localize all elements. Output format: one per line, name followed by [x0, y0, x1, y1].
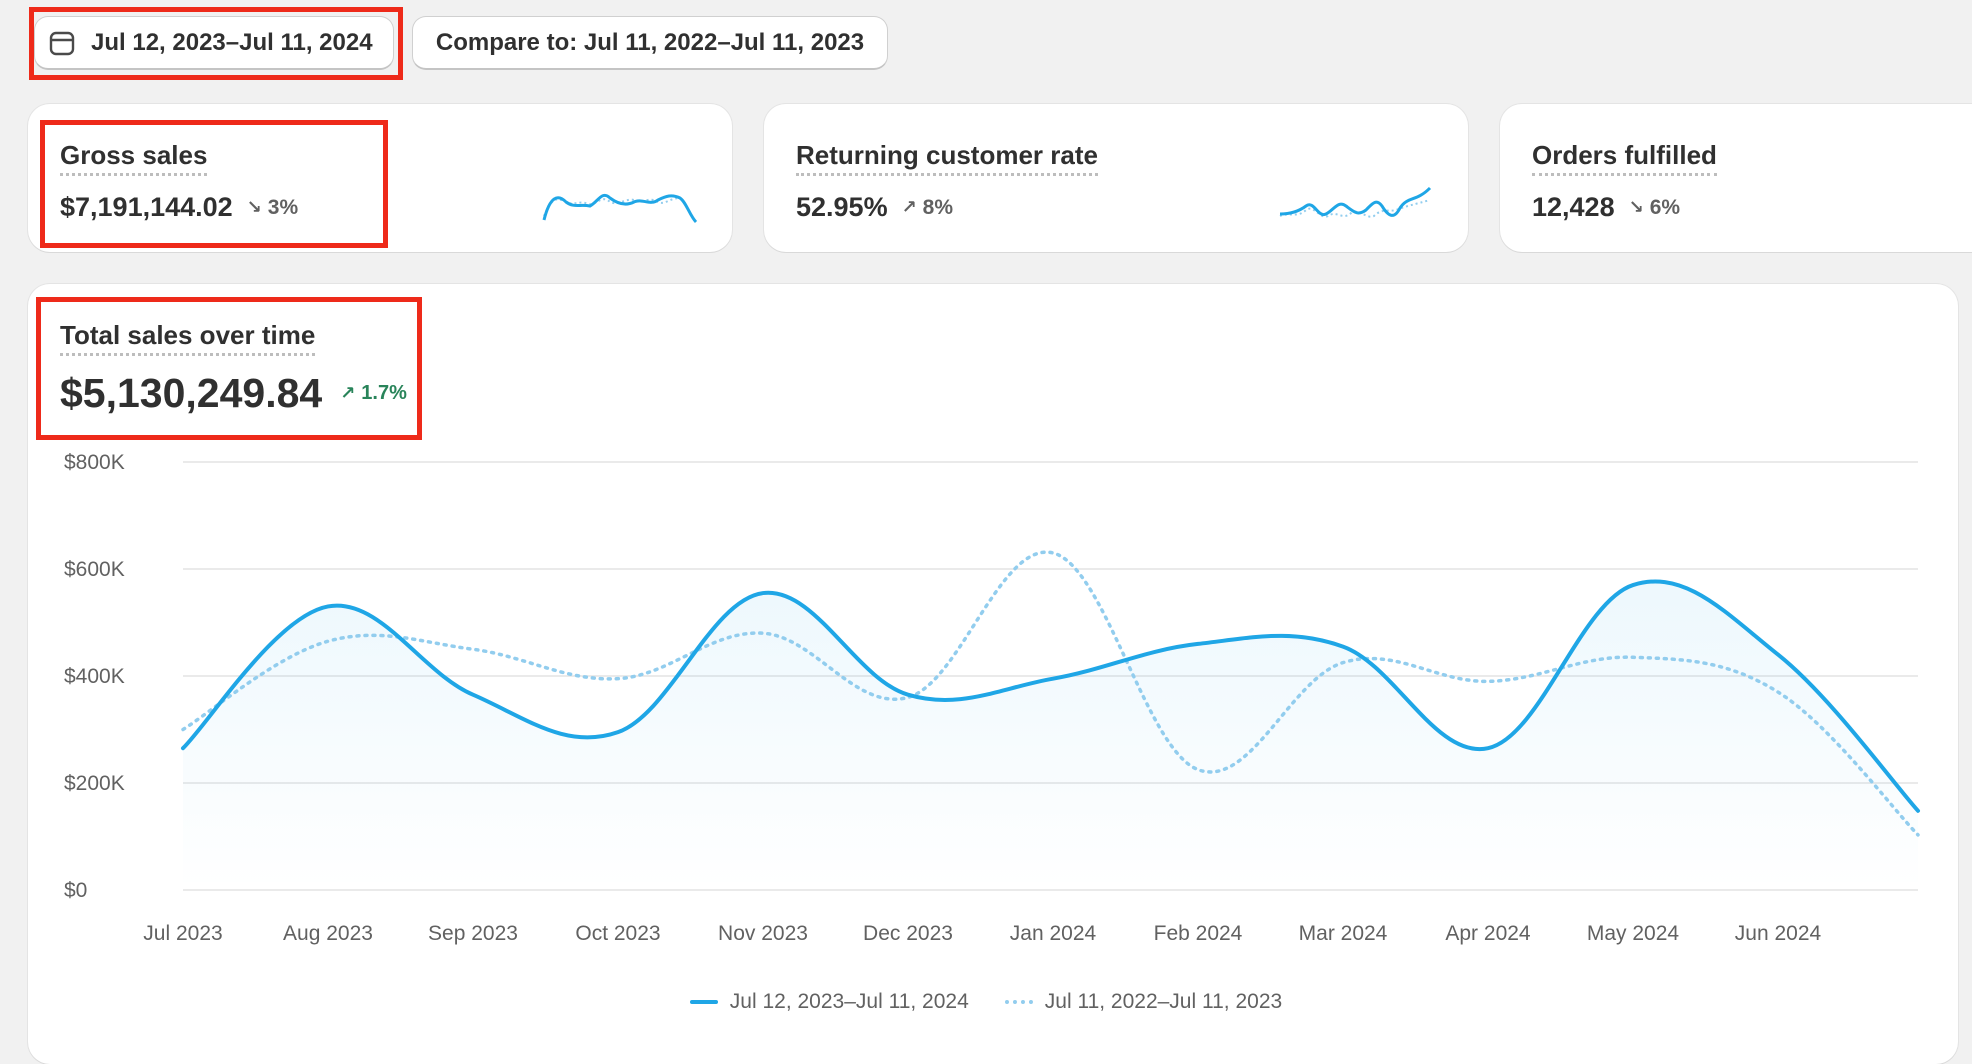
arrow-up-right-icon: ↗ [901, 197, 917, 217]
legend-current-label: Jul 12, 2023–Jul 11, 2024 [729, 990, 969, 1013]
y-tick-label: $800K [64, 451, 125, 474]
orders-fulfilled-delta: ↘ 6% [1628, 195, 1681, 219]
legend-item-current[interactable]: Jul 12, 2023–Jul 11, 2024 [689, 990, 969, 1014]
y-tick-label: $600K [64, 558, 125, 581]
x-tick-label: Mar 2024 [1299, 922, 1388, 945]
x-tick-label: Jun 2024 [1735, 922, 1822, 945]
date-range-label: Jul 12, 2023–Jul 11, 2024 [91, 28, 373, 56]
y-tick-label: $200K [64, 772, 125, 795]
x-tick-label: Oct 2023 [575, 922, 660, 945]
returning-customer-value: 52.95% [796, 192, 888, 222]
orders-fulfilled-title[interactable]: Orders fulfilled [1532, 140, 1717, 176]
legend-item-previous[interactable]: Jul 11, 2022–Jul 11, 2023 [1004, 990, 1283, 1014]
total-sales-summary: $5,130,249.84 ↗ 1.7% [60, 370, 407, 417]
x-tick-label: Jan 2024 [1010, 922, 1097, 945]
x-tick-label: Apr 2024 [1445, 922, 1531, 945]
legend-solid-line-icon [689, 1000, 718, 1004]
current-period-series-line[interactable] [181, 579, 1920, 813]
total-sales-delta: ↗ 1.7% [340, 382, 407, 404]
gross-sales-delta: ↘ 3% [246, 195, 299, 219]
legend-dotted-line-icon [1004, 1000, 1033, 1004]
returning-customer-delta: ↗ 8% [901, 195, 954, 219]
x-tick-label: Jul 2023 [143, 922, 222, 945]
x-tick-label: Feb 2024 [1154, 922, 1243, 945]
y-tick-label: $400K [64, 665, 125, 688]
compare-to-button[interactable]: Compare to: Jul 11, 2022–Jul 11, 2023 [412, 16, 888, 70]
arrow-down-right-icon: ↘ [246, 197, 262, 217]
chart-legend: Jul 12, 2023–Jul 11, 2024 Jul 11, 2022–J… [0, 990, 1972, 1014]
gross-sales-sparkline [542, 193, 698, 224]
y-tick-label: $0 [64, 879, 87, 902]
returning-customer-title[interactable]: Returning customer rate [796, 140, 1098, 176]
previous-period-series-line[interactable] [181, 550, 1920, 837]
gross-sales-title[interactable]: Gross sales [60, 140, 208, 176]
returning-customer-card[interactable]: Returning customer rate 52.95% ↗ 8% [764, 104, 1468, 252]
calendar-icon [47, 28, 77, 58]
gross-sales-card[interactable]: Gross sales $7,191,144.02 ↘ 3% [28, 104, 732, 252]
compare-to-label: Compare to: Jul 11, 2022–Jul 11, 2023 [435, 28, 865, 56]
orders-fulfilled-value: 12,428 [1532, 192, 1615, 222]
gross-sales-value: $7,191,144.02 [60, 192, 233, 222]
x-tick-label: Sep 2023 [428, 922, 518, 945]
orders-fulfilled-card[interactable]: Orders fulfilled 12,428 ↘ 6% [1500, 104, 1972, 252]
current-series-area [183, 581, 1918, 890]
returning-customer-sparkline [1279, 186, 1432, 218]
total-sales-title[interactable]: Total sales over time [60, 320, 316, 356]
arrow-down-right-icon: ↘ [1628, 197, 1644, 217]
x-tick-label: Aug 2023 [283, 922, 373, 945]
arrow-up-right-icon: ↗ [340, 383, 356, 403]
x-tick-label: Dec 2023 [863, 922, 953, 945]
x-tick-label: Nov 2023 [718, 922, 808, 945]
total-sales-value: $5,130,249.84 [60, 370, 323, 416]
x-tick-label: May 2024 [1587, 922, 1680, 945]
legend-previous-label: Jul 11, 2022–Jul 11, 2023 [1044, 990, 1283, 1013]
date-range-button[interactable]: Jul 12, 2023–Jul 11, 2024 [34, 16, 394, 70]
